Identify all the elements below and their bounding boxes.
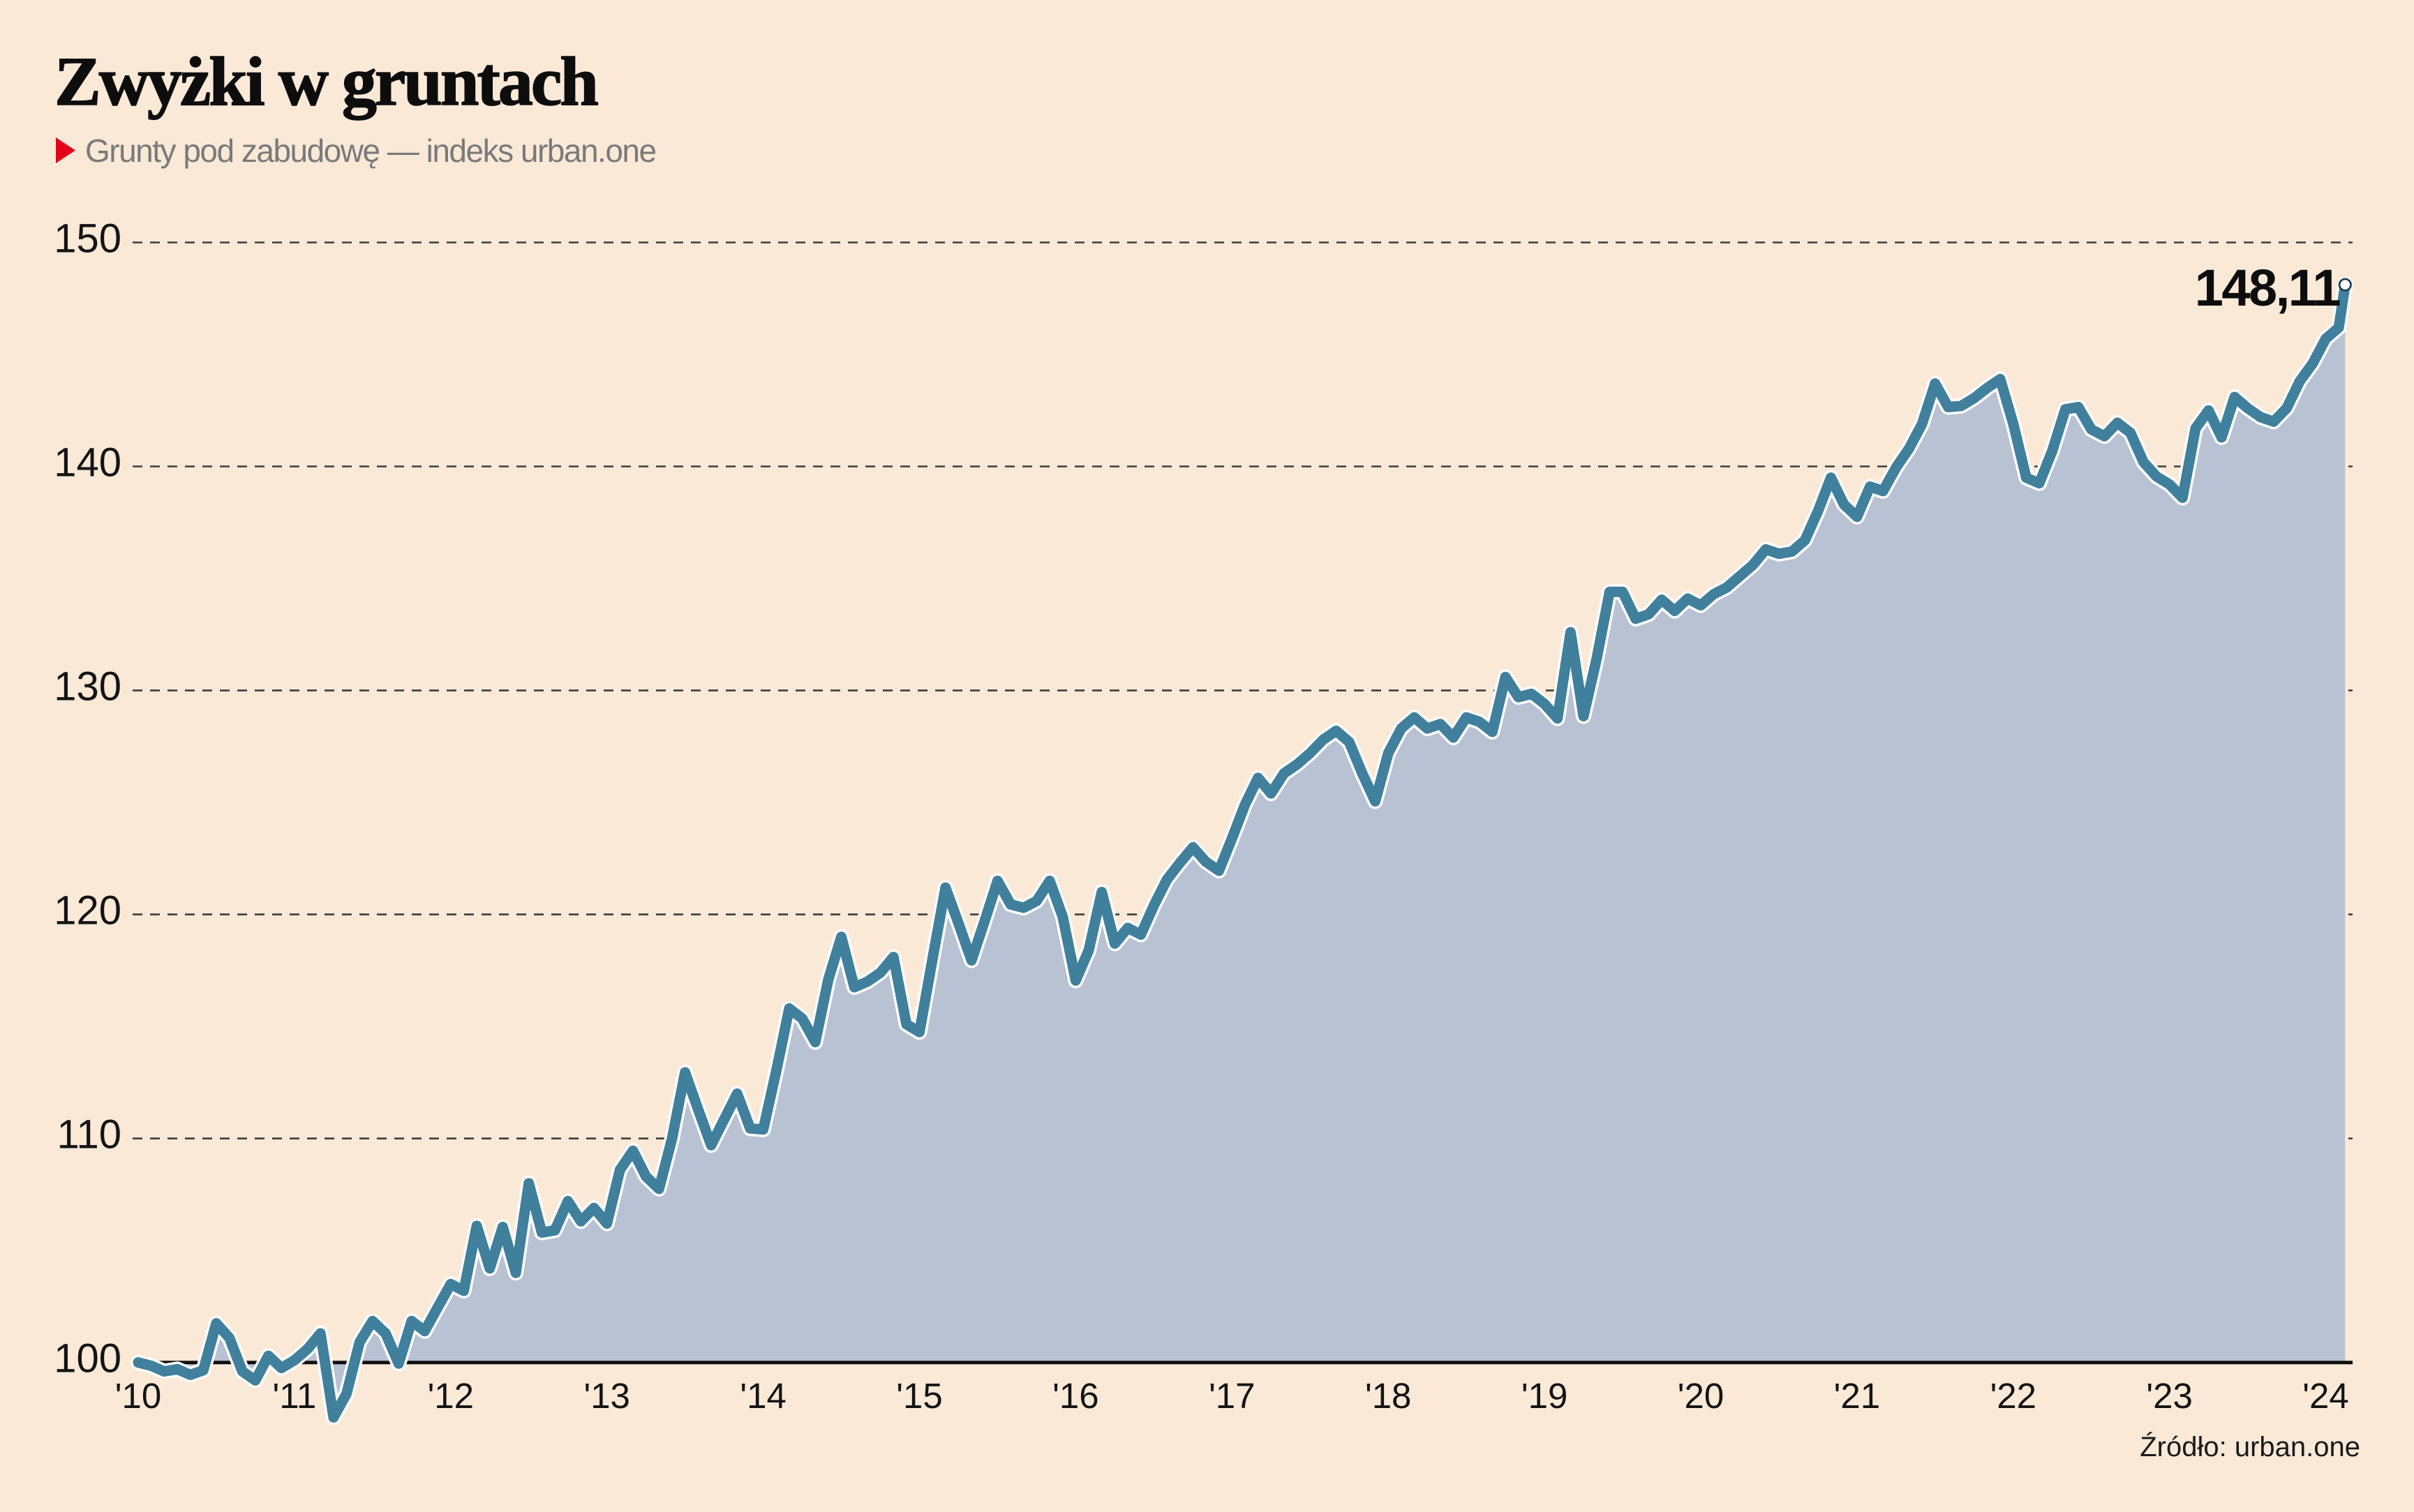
svg-text:'10: '10 <box>115 1376 161 1416</box>
svg-text:'17: '17 <box>1209 1376 1255 1416</box>
svg-text:Grunty pod zabudowę — indeks u: Grunty pod zabudowę — indeks urban.one <box>85 133 656 169</box>
svg-text:'14: '14 <box>740 1376 786 1416</box>
svg-text:'23: '23 <box>2146 1376 2192 1416</box>
svg-text:'15: '15 <box>896 1376 942 1416</box>
svg-text:140: 140 <box>54 440 121 486</box>
svg-text:Zwyżki w gruntach: Zwyżki w gruntach <box>54 43 598 120</box>
svg-text:150: 150 <box>54 216 121 262</box>
svg-text:Źródło: urban.one: Źródło: urban.one <box>2140 1431 2360 1462</box>
svg-text:'11: '11 <box>273 1376 317 1416</box>
svg-text:110: 110 <box>57 1112 121 1158</box>
svg-text:'20: '20 <box>1678 1376 1724 1416</box>
svg-text:120: 120 <box>54 888 121 934</box>
svg-text:'24: '24 <box>2302 1376 2348 1416</box>
svg-text:'22: '22 <box>1990 1376 2036 1416</box>
svg-text:130: 130 <box>54 664 121 710</box>
svg-text:'13: '13 <box>583 1376 629 1416</box>
svg-text:'12: '12 <box>428 1376 474 1416</box>
svg-text:100: 100 <box>54 1336 121 1382</box>
svg-text:'19: '19 <box>1521 1376 1567 1416</box>
svg-text:'16: '16 <box>1052 1376 1098 1416</box>
svg-text:148,11: 148,11 <box>2195 259 2341 317</box>
svg-text:'18: '18 <box>1365 1376 1411 1416</box>
svg-text:'21: '21 <box>1834 1376 1880 1416</box>
